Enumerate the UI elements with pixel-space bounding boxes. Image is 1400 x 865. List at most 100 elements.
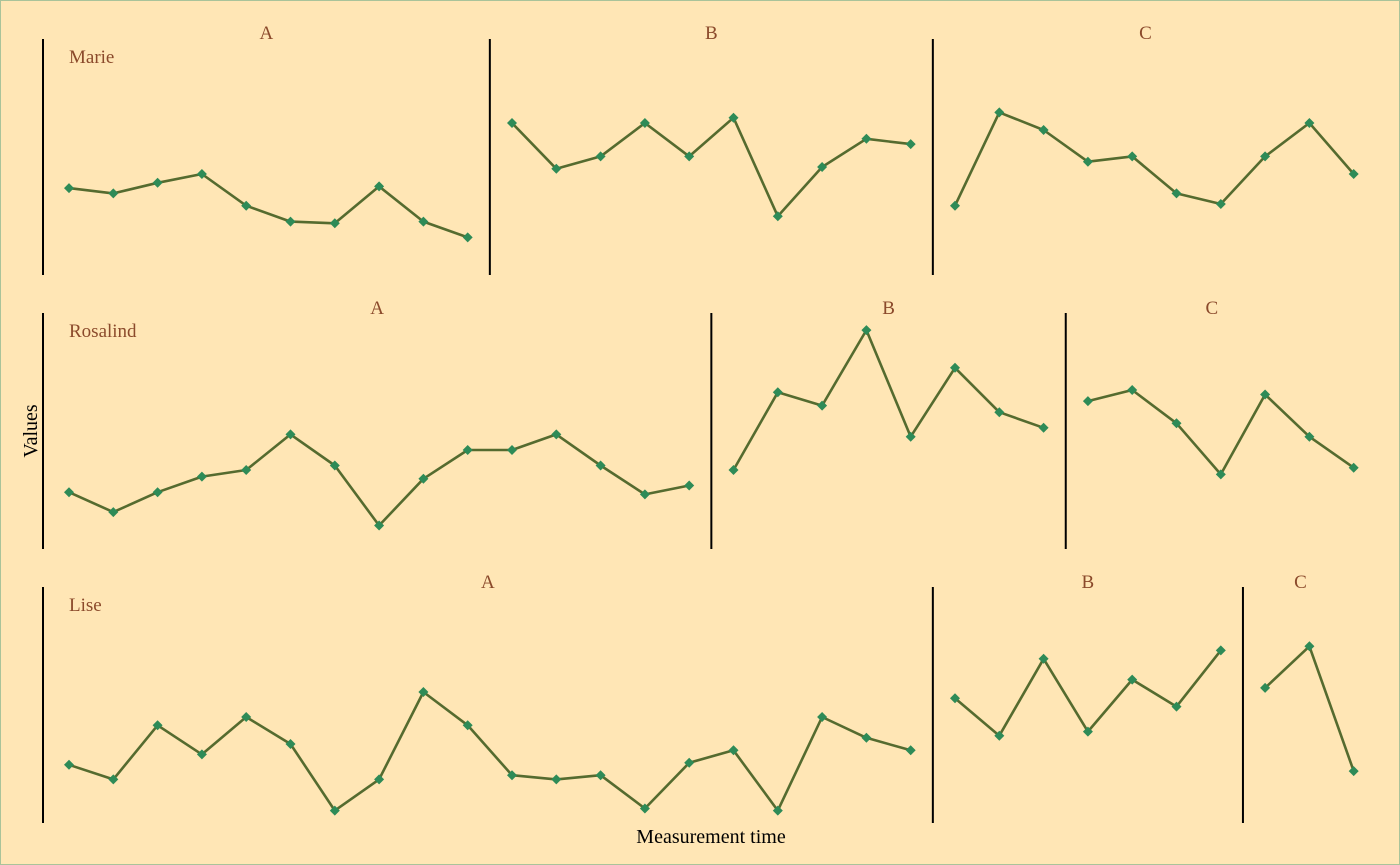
data-point xyxy=(1348,766,1359,777)
data-point xyxy=(1260,389,1271,400)
data-point xyxy=(152,177,163,188)
data-point xyxy=(1215,469,1226,480)
data-point xyxy=(1215,199,1226,209)
data-point xyxy=(595,770,606,781)
data-point xyxy=(418,473,429,484)
participant-name: Lise xyxy=(69,595,102,616)
data-point xyxy=(684,757,695,768)
data-point xyxy=(905,139,916,150)
data-point xyxy=(64,759,74,770)
data-point xyxy=(1082,726,1093,737)
data-point xyxy=(772,805,783,816)
phase-title: B xyxy=(882,298,895,319)
data-point xyxy=(1171,418,1182,429)
data-point xyxy=(285,429,296,440)
data-point xyxy=(507,118,517,128)
data-point xyxy=(329,805,340,816)
data-point xyxy=(64,487,74,498)
data-point xyxy=(772,211,783,222)
series-line xyxy=(954,649,1222,738)
data-point xyxy=(639,803,650,814)
data-point xyxy=(994,730,1005,741)
phase-title: A xyxy=(260,23,274,44)
data-point xyxy=(1348,462,1359,473)
data-point xyxy=(1260,682,1271,693)
data-point xyxy=(1127,151,1138,162)
data-point xyxy=(507,770,517,781)
data-point xyxy=(462,445,473,455)
x-axis-label: Measurement time xyxy=(636,826,786,848)
data-point xyxy=(507,445,517,455)
data-point xyxy=(950,362,960,373)
data-point xyxy=(1348,169,1359,179)
data-point xyxy=(728,465,739,475)
data-point xyxy=(861,732,872,743)
data-point xyxy=(1304,118,1315,128)
data-point xyxy=(152,720,163,731)
data-point xyxy=(905,431,916,442)
phase-title: C xyxy=(1139,23,1152,44)
data-point xyxy=(374,774,385,785)
series-line xyxy=(1087,388,1355,476)
data-point xyxy=(108,188,119,199)
series-line xyxy=(68,172,469,239)
data-point xyxy=(285,216,296,227)
participant-name: Rosalind xyxy=(69,321,137,342)
data-point xyxy=(905,745,916,756)
data-point xyxy=(1038,125,1049,135)
phase-title: C xyxy=(1206,298,1219,319)
phase-title: B xyxy=(705,23,718,44)
data-point xyxy=(64,183,74,194)
data-point xyxy=(817,162,828,172)
series-line xyxy=(511,116,911,218)
data-point xyxy=(684,151,695,162)
phase-title: A xyxy=(481,572,495,593)
data-point xyxy=(196,169,207,179)
data-point xyxy=(861,133,872,144)
data-point xyxy=(551,774,562,785)
data-point xyxy=(595,151,606,162)
data-point xyxy=(462,720,473,731)
data-point xyxy=(1082,396,1093,407)
data-point xyxy=(374,520,385,531)
phase-title: B xyxy=(1082,572,1095,593)
data-point xyxy=(285,739,296,749)
data-point xyxy=(817,712,828,722)
data-point xyxy=(374,181,385,192)
data-point xyxy=(108,507,119,518)
data-point xyxy=(728,112,739,123)
data-point xyxy=(196,749,207,760)
data-point xyxy=(1260,151,1271,162)
data-point xyxy=(241,200,252,211)
data-point xyxy=(241,712,252,722)
y-axis-label: Values xyxy=(20,404,42,458)
data-point xyxy=(196,471,207,482)
data-point xyxy=(772,387,783,398)
data-point xyxy=(418,687,429,697)
data-point xyxy=(1127,385,1138,395)
series-line xyxy=(732,328,1045,471)
series-line xyxy=(68,690,912,812)
data-point xyxy=(418,216,429,227)
data-point xyxy=(950,200,960,211)
data-point xyxy=(462,232,473,243)
data-point xyxy=(817,400,828,411)
data-point xyxy=(1082,156,1093,167)
data-point xyxy=(329,218,340,229)
series-line xyxy=(68,433,690,527)
series-line xyxy=(953,111,1355,207)
data-point xyxy=(1171,701,1182,712)
data-point xyxy=(1127,674,1138,685)
participant-name: Marie xyxy=(69,47,114,68)
data-point xyxy=(861,325,872,336)
data-point xyxy=(1304,431,1315,442)
data-point xyxy=(551,429,562,440)
data-point xyxy=(639,118,650,128)
data-point xyxy=(329,460,340,471)
data-point xyxy=(1038,422,1049,433)
data-point xyxy=(152,487,163,498)
data-point xyxy=(1171,188,1182,199)
data-point xyxy=(595,460,606,471)
